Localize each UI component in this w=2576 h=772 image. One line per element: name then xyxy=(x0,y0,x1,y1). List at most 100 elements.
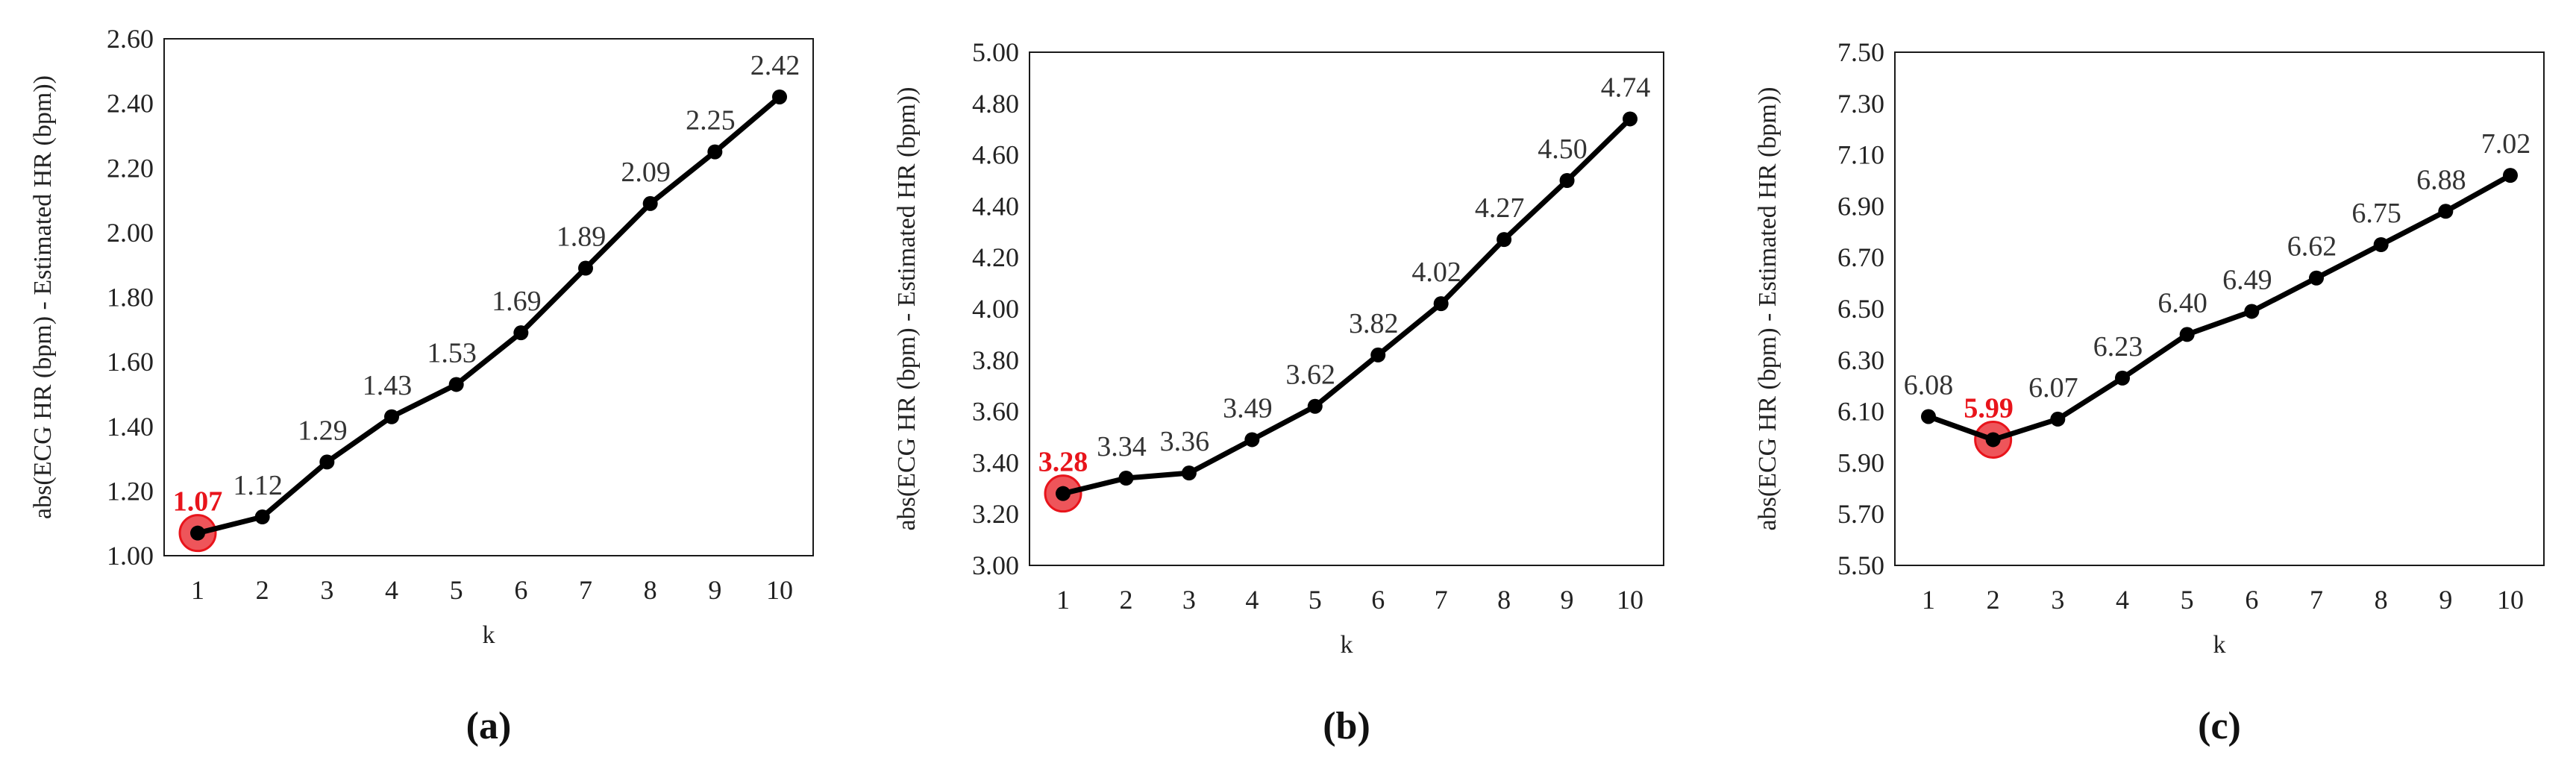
data-point xyxy=(2503,168,2518,183)
plot-frame xyxy=(1894,51,2545,566)
y-tick-label: 6.50 xyxy=(1837,294,1884,324)
data-label: 2.25 xyxy=(686,105,736,136)
data-point xyxy=(1433,296,1449,312)
x-tick-label: 8 xyxy=(1497,585,1511,615)
x-tick-label: 1 xyxy=(1922,585,1935,615)
chart-panel-1: 1.00 1.20 1.40 1.60 1.80 2.00 2.20 2.40 2.60 1 2 3 4… xyxy=(29,24,814,747)
y-tick-label: 1.60 xyxy=(107,347,154,377)
y-tick-label: 5.00 xyxy=(972,37,1019,67)
panel-label: (a) xyxy=(466,705,512,747)
y-tick-label: 4.60 xyxy=(972,140,1019,170)
data-label: 6.62 xyxy=(2287,231,2337,263)
data-label: 1.53 xyxy=(427,337,477,368)
x-tick-label: 6 xyxy=(2245,585,2258,615)
data-point xyxy=(2115,370,2130,386)
data-point xyxy=(707,144,723,160)
data-label-highlight: 1.07 xyxy=(173,486,223,518)
x-tick-label: 1 xyxy=(191,575,204,605)
y-tick-label: 6.30 xyxy=(1837,345,1884,375)
x-tick-label: 10 xyxy=(1617,585,1643,615)
data-point xyxy=(1244,432,1260,448)
data-label: 7.02 xyxy=(2481,128,2531,160)
data-label: 1.69 xyxy=(492,286,542,317)
x-tick-label: 8 xyxy=(644,575,657,605)
data-point xyxy=(384,409,399,424)
data-point xyxy=(1118,471,1134,486)
data-label: 1.89 xyxy=(557,222,607,253)
data-point xyxy=(2438,204,2454,219)
data-label: 4.50 xyxy=(1538,134,1588,165)
y-tick-label: 5.70 xyxy=(1837,499,1884,529)
data-label: 4.27 xyxy=(1475,192,1525,224)
x-tick-label: 9 xyxy=(708,575,721,605)
x-tick-label: 7 xyxy=(1435,585,1448,615)
y-tick-label: 5.50 xyxy=(1837,550,1884,580)
plot-frame xyxy=(163,38,814,556)
y-tick-label: 6.10 xyxy=(1837,397,1884,427)
y-tick-label: 3.80 xyxy=(972,345,1019,375)
x-tick-label: 7 xyxy=(579,575,592,605)
data-label: 2.09 xyxy=(621,157,671,188)
data-point xyxy=(2244,304,2260,319)
x-tick-label: 3 xyxy=(1182,585,1196,615)
data-label: 6.23 xyxy=(2093,331,2143,363)
x-tick-label: 6 xyxy=(514,575,527,605)
data-point xyxy=(1559,173,1575,188)
data-point xyxy=(1181,465,1197,481)
data-label: 6.49 xyxy=(2222,264,2272,295)
data-point xyxy=(2309,270,2324,286)
x-tick-label: 4 xyxy=(1245,585,1259,615)
x-tick-label: 10 xyxy=(766,575,793,605)
data-point xyxy=(1370,347,1386,363)
panel-label: (c) xyxy=(2198,705,2241,747)
x-tick-label: 3 xyxy=(2051,585,2064,615)
plot-frame xyxy=(1029,51,1664,566)
y-tick-label: 2.00 xyxy=(107,218,154,248)
y-tick-label: 4.40 xyxy=(972,191,1019,221)
data-label: 3.49 xyxy=(1223,392,1273,424)
x-axis-label: k xyxy=(483,621,495,649)
x-tick-label: 9 xyxy=(1561,585,1574,615)
y-axis-label: abs(ECG HR (bpm) - Estimated HR (bpm)) xyxy=(1754,87,1781,531)
data-label: 1.29 xyxy=(298,415,348,446)
data-label: 1.12 xyxy=(233,470,283,501)
data-point xyxy=(2373,237,2389,252)
x-tick-label: 2 xyxy=(1987,585,2000,615)
y-tick-label: 7.30 xyxy=(1837,89,1884,119)
x-tick-label: 5 xyxy=(1309,585,1322,615)
y-tick-label: 3.40 xyxy=(972,448,1019,477)
y-tick-label: 3.60 xyxy=(972,397,1019,427)
data-point xyxy=(319,454,335,470)
x-tick-label: 1 xyxy=(1056,585,1070,615)
data-label: 4.74 xyxy=(1601,72,1651,103)
data-label: 2.42 xyxy=(750,50,800,81)
x-tick-label: 5 xyxy=(450,575,463,605)
data-label-highlight: 5.99 xyxy=(1964,392,2014,424)
y-tick-label: 1.00 xyxy=(107,541,154,571)
data-point xyxy=(2050,411,2066,427)
y-axis-label: abs(ECG HR (bpm) - Estimated HR (bpm)) xyxy=(29,75,57,519)
data-label: 3.36 xyxy=(1160,426,1210,457)
y-tick-label: 1.80 xyxy=(107,283,154,313)
chart-panel-2: 3.00 3.20 3.40 3.60 3.80 4.00 4.20 4.40 4.60 4.80… xyxy=(893,37,1664,747)
y-tick-label: 4.80 xyxy=(972,89,1019,119)
data-point xyxy=(1623,111,1638,127)
data-label: 6.88 xyxy=(2416,164,2466,195)
data-point xyxy=(513,325,529,341)
data-point xyxy=(772,89,787,104)
x-tick-label: 6 xyxy=(1371,585,1385,615)
x-tick-label: 3 xyxy=(320,575,333,605)
series-line xyxy=(197,95,782,536)
data-point xyxy=(448,377,464,392)
y-tick-label: 3.00 xyxy=(972,550,1019,580)
y-tick-label: 1.40 xyxy=(107,412,154,442)
x-axis-label: k xyxy=(1341,631,1353,659)
data-label: 6.07 xyxy=(2028,372,2078,404)
y-tick-label: 4.20 xyxy=(972,242,1019,272)
data-label: 3.82 xyxy=(1349,308,1399,339)
y-tick-label: 7.10 xyxy=(1837,140,1884,170)
x-tick-label: 5 xyxy=(2181,585,2194,615)
data-point xyxy=(1921,409,1936,424)
y-tick-label: 2.20 xyxy=(107,153,154,183)
data-label: 6.08 xyxy=(1904,369,1954,401)
